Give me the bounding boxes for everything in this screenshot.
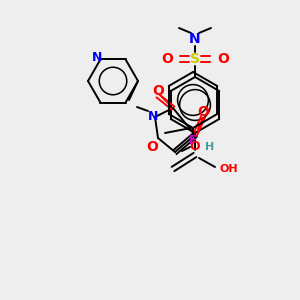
Text: N: N: [189, 32, 201, 46]
Text: O: O: [146, 140, 158, 154]
Text: S: S: [190, 52, 200, 66]
Text: F: F: [189, 134, 197, 146]
Text: OH: OH: [220, 164, 239, 174]
Text: O: O: [190, 140, 200, 154]
Text: O: O: [161, 52, 173, 66]
Text: O: O: [197, 105, 209, 119]
Text: N: N: [92, 51, 103, 64]
Text: H: H: [205, 142, 214, 152]
Text: O: O: [217, 52, 229, 66]
Text: N: N: [148, 110, 158, 124]
Text: O: O: [152, 84, 164, 98]
